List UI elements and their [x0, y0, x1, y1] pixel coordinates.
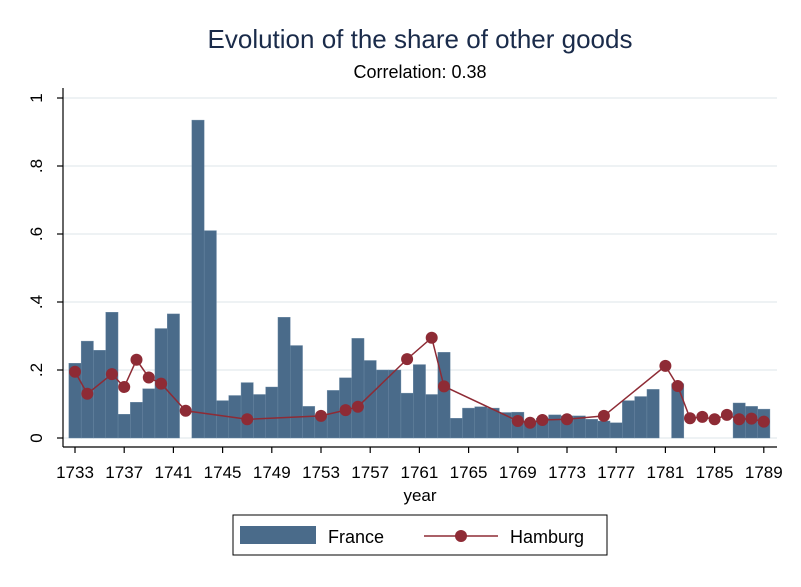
hamburg-line [69, 331, 770, 429]
point-hamburg-1771 [536, 413, 549, 426]
point-hamburg-1737 [118, 381, 131, 393]
point-hamburg-1781 [659, 359, 672, 372]
bar-france-1739 [142, 388, 156, 439]
point-hamburg-1784 [696, 410, 709, 423]
y-tick-label: 1 [27, 93, 46, 102]
chart-subtitle: Correlation: 0.38 [353, 62, 486, 82]
point-hamburg-1783 [684, 412, 696, 425]
bar-france-1760 [400, 392, 414, 439]
x-tick-label: 1757 [351, 463, 389, 482]
bar-france-1745 [216, 400, 229, 439]
bar-france-1768 [499, 412, 512, 439]
y-tick-label: .6 [27, 227, 46, 241]
x-tick-label: 1789 [745, 463, 783, 482]
point-hamburg-1786 [720, 408, 733, 421]
bar-france-1738 [130, 402, 143, 439]
bar-france-1747 [240, 382, 254, 439]
x-tick-label: 1741 [154, 463, 192, 482]
bar-france-1752 [302, 406, 316, 439]
bar-france-1765 [462, 407, 475, 439]
legend-label-france: France [328, 527, 384, 547]
bar-france-1766 [474, 406, 488, 439]
france-bars [68, 119, 771, 439]
x-tick-label: 1761 [400, 463, 438, 482]
legend: France Hamburg [232, 514, 608, 556]
bar-france-1767 [486, 407, 500, 439]
point-hamburg-1736 [105, 368, 118, 381]
bar-france-1756 [351, 338, 365, 439]
x-tick-label: 1773 [548, 463, 586, 482]
bar-france-1748 [253, 394, 266, 439]
point-hamburg-1755 [339, 404, 352, 417]
point-hamburg-1734 [81, 387, 94, 400]
point-hamburg-1742 [179, 404, 192, 417]
point-hamburg-1785 [708, 413, 721, 426]
x-tick-label: 1745 [204, 463, 242, 482]
bar-france-1743 [191, 119, 205, 439]
bar-france-1776 [597, 420, 611, 439]
point-hamburg-1770 [524, 416, 537, 429]
bar-france-1750 [277, 317, 291, 439]
point-hamburg-1788 [745, 412, 758, 425]
bar-france-1779 [634, 396, 648, 439]
bar-france-1758 [376, 369, 389, 439]
point-hamburg-1763 [438, 380, 450, 393]
point-hamburg-1789 [757, 415, 770, 428]
chart-title: Evolution of the share of other goods [208, 24, 633, 54]
bar-france-1735 [93, 350, 106, 439]
legend-swatch-hamburg-marker [455, 530, 467, 542]
point-hamburg-1769 [511, 415, 524, 427]
x-tick-label: 1785 [696, 463, 734, 482]
point-hamburg-1739 [142, 371, 155, 384]
point-hamburg-1762 [425, 331, 438, 344]
bar-france-1775 [585, 419, 598, 439]
y-tick-label: 0 [27, 433, 46, 442]
point-hamburg-1753 [315, 409, 327, 422]
x-tick-label: 1737 [105, 463, 143, 482]
x-tick-label: 1777 [597, 463, 635, 482]
point-hamburg-1747 [241, 413, 254, 426]
point-hamburg-1787 [733, 413, 746, 426]
bar-france-1737 [117, 414, 131, 439]
bar-france-1751 [290, 345, 303, 439]
legend-label-hamburg: Hamburg [510, 527, 584, 547]
y-axis-ticks: 0 .2 .4 .6 .8 1 [27, 93, 63, 443]
point-hamburg-1740 [155, 377, 168, 390]
bar-france-1763 [437, 352, 451, 439]
bar-france-1777 [609, 422, 623, 439]
point-hamburg-1738 [130, 353, 143, 366]
y-tick-label: .8 [27, 159, 46, 173]
bar-france-1762 [425, 394, 439, 439]
x-tick-label: 1733 [56, 463, 94, 482]
point-hamburg-1773 [561, 413, 573, 426]
y-tick-label: .4 [27, 295, 46, 309]
x-axis-ticks: 1733 1737 1741 1745 1749 1753 1757 1761 1765 1769… [56, 447, 783, 482]
point-hamburg-1782 [671, 379, 684, 392]
x-tick-label: 1765 [450, 463, 488, 482]
point-hamburg-1776 [597, 409, 610, 422]
bar-france-1764 [449, 418, 463, 439]
bar-france-1772 [548, 414, 562, 439]
x-tick-label: 1753 [302, 463, 340, 482]
bar-france-1741 [167, 313, 180, 439]
point-hamburg-1760 [401, 353, 414, 366]
bar-france-1744 [203, 230, 217, 439]
x-tick-label: 1749 [253, 463, 291, 482]
x-axis-label: year [403, 486, 436, 505]
x-tick-label: 1769 [499, 463, 537, 482]
bar-france-1749 [265, 386, 279, 439]
bar-france-1778 [622, 400, 635, 439]
x-tick-label: 1781 [646, 463, 684, 482]
legend-swatch-france [240, 526, 316, 544]
point-hamburg-1756 [351, 400, 364, 413]
bar-france-1780 [646, 389, 660, 439]
bar-france-1759 [388, 369, 402, 439]
bar-france-1761 [413, 364, 426, 439]
y-tick-label: .2 [27, 363, 46, 377]
point-hamburg-1733 [69, 365, 81, 378]
